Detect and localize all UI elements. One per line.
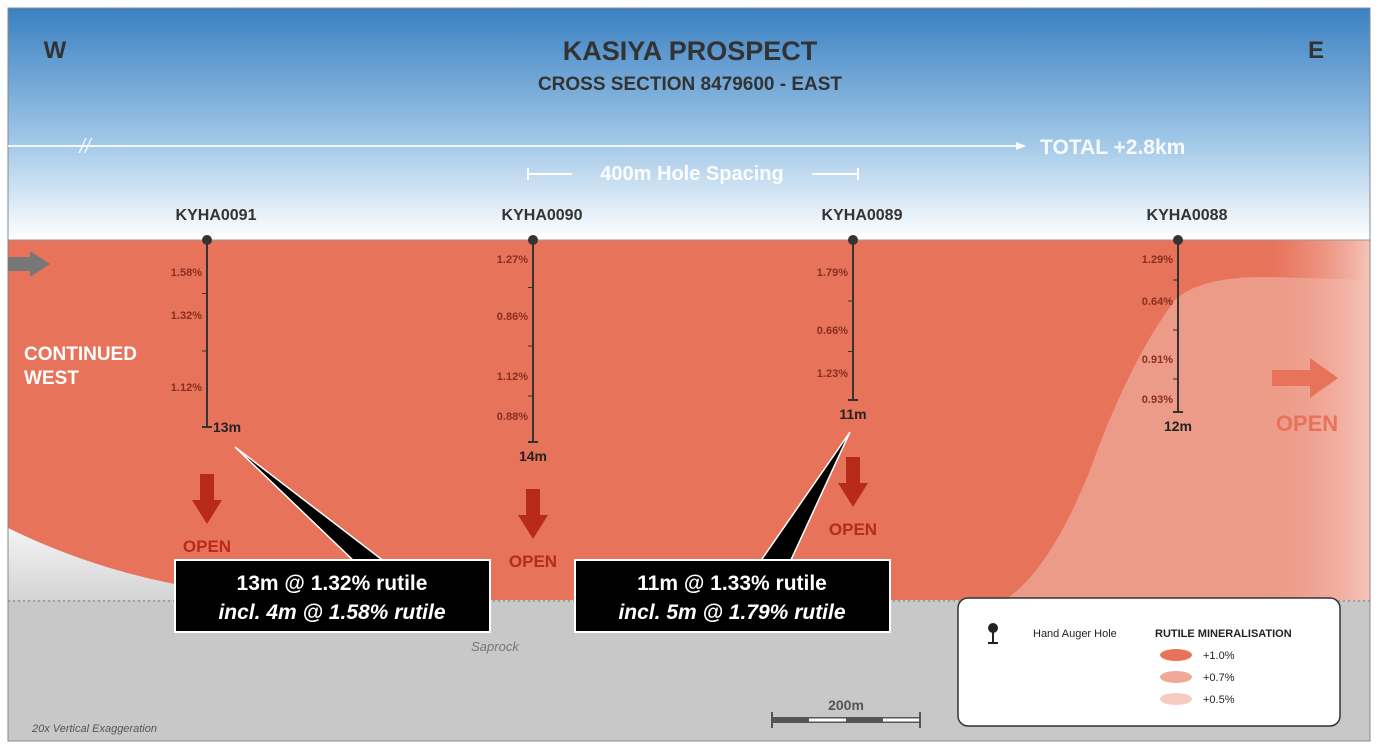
grade-label: 1.12% (171, 382, 202, 394)
hole-collar (1173, 235, 1183, 245)
compass-west: W (44, 37, 67, 64)
callout-line: 13m @ 1.32% rutile (237, 572, 428, 595)
open-label: OPEN (183, 537, 231, 556)
grade-label: 0.86% (497, 311, 528, 323)
open-label: OPEN (509, 552, 557, 571)
hole-id: KYHA0091 (176, 207, 257, 224)
continued-west: CONTINUED (24, 344, 137, 365)
grade-label: 1.32% (171, 310, 202, 322)
legend-item: +0.7% (1203, 672, 1235, 684)
legend-title: RUTILE MINERALISATION (1155, 628, 1292, 640)
cross-section: W E KASIYA PROSPECT CROSS SECTION 847960… (0, 0, 1380, 749)
legend-hole: Hand Auger Hole (1033, 628, 1117, 640)
hole-collar (202, 235, 212, 245)
hole-id: KYHA0088 (1147, 207, 1228, 224)
grade-label: 0.64% (1142, 296, 1173, 308)
grade-label: 1.29% (1142, 254, 1173, 266)
grade-label: 1.12% (497, 371, 528, 383)
depth-label: 14m (519, 448, 547, 464)
open-label: OPEN (829, 520, 877, 539)
title: KASIYA PROSPECT (563, 36, 818, 66)
legend-item: +0.5% (1203, 694, 1235, 706)
legend (958, 598, 1340, 726)
grade-label: 1.23% (817, 368, 848, 380)
grade-label: 0.91% (1142, 354, 1173, 366)
legend-item: +1.0% (1203, 650, 1235, 662)
saprock-label: Saprock (471, 639, 520, 654)
legend-swatch (1160, 649, 1192, 661)
hole-collar (848, 235, 858, 245)
callout-line: incl. 4m @ 1.58% rutile (218, 601, 445, 624)
grade-label: 1.79% (817, 267, 848, 279)
east-open: OPEN (1276, 411, 1338, 436)
hole-collar (528, 235, 538, 245)
hole-id: KYHA0090 (502, 207, 583, 224)
depth-label: 12m (1164, 418, 1192, 434)
depth-label: 13m (213, 419, 241, 435)
callout-line: 11m @ 1.33% rutile (637, 572, 827, 595)
depth-label: 11m (839, 406, 866, 422)
grade-label: 1.27% (497, 254, 528, 266)
grade-label: 0.66% (817, 325, 848, 337)
exaggeration: 20x Vertical Exaggeration (31, 723, 157, 735)
total-label: TOTAL +2.8km (1040, 136, 1185, 159)
grade-label: 0.93% (1142, 394, 1173, 406)
subtitle: CROSS SECTION 8479600 - EAST (538, 74, 842, 95)
continued-west: WEST (24, 368, 79, 389)
callout-line: incl. 5m @ 1.79% rutile (618, 601, 845, 624)
compass-east: E (1308, 37, 1324, 64)
grade-label: 1.58% (171, 267, 202, 279)
legend-swatch (1160, 693, 1192, 705)
grade-label: 0.88% (497, 411, 528, 423)
scale-label: 200m (828, 697, 864, 713)
hole-id: KYHA0089 (822, 207, 903, 224)
legend-swatch (1160, 671, 1192, 683)
spacing-label: 400m Hole Spacing (600, 163, 783, 185)
